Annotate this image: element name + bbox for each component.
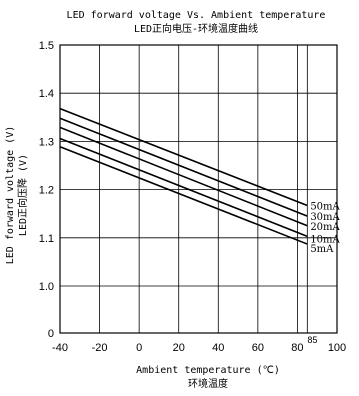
y-tick-label: 1.2 (39, 185, 54, 197)
series-line-30mA (59, 117, 308, 217)
x-tick-label-85: 85 (307, 335, 317, 345)
x-tick-label: -20 (92, 342, 108, 354)
series-label-30mA: 30mA (310, 212, 340, 223)
series-label-50mA: 50mA (310, 202, 340, 213)
x-tick-label: 80 (291, 342, 303, 354)
x-tick-label: 20 (173, 342, 185, 354)
y-tick-label: 1.1 (39, 233, 54, 245)
series-label-20mA: 20mA (310, 222, 340, 233)
x-tick-label: -40 (52, 342, 68, 354)
series-label-10mA: 10mA (310, 234, 340, 245)
series-line-5mA (59, 145, 308, 245)
grid (60, 45, 337, 333)
x-tick-label: 40 (212, 342, 224, 354)
x-axis-label: Ambient temperature (℃) (136, 365, 280, 376)
x-axis-label-cn: 环境温度 (188, 377, 228, 390)
y-tick-label: 0 (48, 328, 54, 340)
x-tick-label: 0 (136, 342, 142, 354)
series-label-5mA: 5mA (310, 244, 334, 255)
x-tick-label: 60 (252, 342, 264, 354)
y-tick-label: 1.4 (39, 88, 54, 100)
y-axis-label: LED forward voltage (V) (5, 126, 16, 264)
plot-frame (59, 44, 338, 334)
y-tick-label: 1.0 (39, 281, 54, 293)
x-tick-label: 100 (328, 342, 346, 354)
tick-labels: -40 -20 0 20 40 60 80 100 85 0 1.0 1.1 1.2 1.3 1.4 1.5 (39, 40, 346, 354)
chart-title: LED forward voltage Vs. Ambient temperat… (67, 10, 326, 21)
series-line-50mA (59, 107, 308, 207)
y-tick-label: 1.5 (39, 40, 54, 52)
y-axis-label-cn: LED正向压降 (V) (16, 154, 29, 236)
series-line-20mA (59, 126, 308, 227)
series-line-10mA (59, 137, 308, 238)
y-tick-label: 1.3 (39, 136, 54, 148)
chart-subtitle: LED正向电压-环境温度曲线 (134, 22, 258, 35)
